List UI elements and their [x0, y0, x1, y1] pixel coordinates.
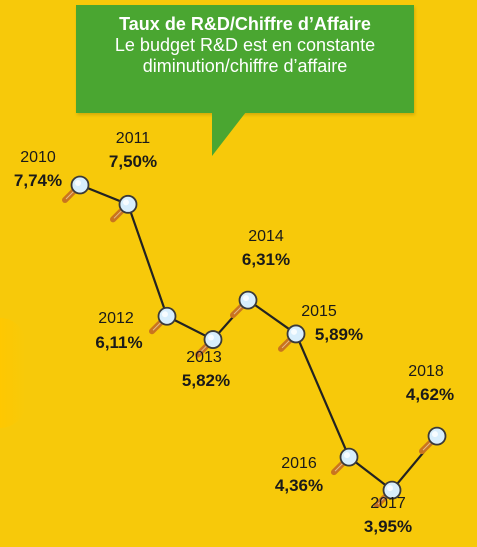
year-label: 2012 [98, 310, 134, 327]
year-label: 2013 [186, 349, 222, 366]
value-label: 4,36% [275, 476, 323, 495]
year-label: 2017 [370, 495, 406, 512]
callout-tail [212, 112, 246, 156]
chart-title: Taux de R&D/Chiffre d’Affaire [119, 14, 371, 34]
value-label: 5,89% [315, 325, 363, 344]
magnifier-handle-highlight [334, 462, 344, 472]
year-label: 2010 [20, 149, 56, 166]
year-label: 2018 [408, 363, 444, 380]
magnifier-shine [208, 334, 214, 341]
value-label: 7,50% [109, 152, 157, 171]
magnifier-shine [75, 180, 81, 186]
magnifier-handle-highlight [198, 345, 208, 354]
magnifier-shine [162, 311, 168, 318]
magnifier-handle-highlight [281, 339, 291, 349]
magnifier-shine [432, 431, 438, 438]
magnifier-handle-highlight [113, 209, 123, 219]
magnifier-shine [123, 199, 129, 206]
value-label: 4,62% [406, 385, 454, 404]
magnifier-handle-highlight [65, 190, 75, 200]
background-glow [0, 318, 26, 428]
value-label: 6,11% [95, 333, 142, 352]
year-label: 2015 [301, 303, 337, 320]
callout-box: Taux de R&D/Chiffre d’Affaire Le budget … [76, 5, 414, 113]
magnifier-handle-highlight [422, 441, 432, 451]
magnifier-shine [344, 452, 350, 459]
magnifier-shine [387, 485, 393, 492]
value-label: 5,82% [182, 371, 230, 390]
year-label: 2014 [248, 228, 284, 245]
magnifier-handle-highlight [377, 495, 387, 505]
value-label: 6,31% [242, 250, 290, 269]
value-label: 3,95% [364, 517, 412, 536]
chart-subtitle: Le budget R&D est en constante diminutio… [114, 35, 376, 76]
year-label: 2011 [116, 130, 151, 147]
magnifier-handle-highlight [233, 305, 243, 315]
year-label: 2016 [281, 455, 317, 472]
value-label: 7,74% [14, 171, 62, 190]
magnifier-shine [243, 295, 249, 302]
magnifier-shine [291, 328, 297, 335]
magnifier-handle-highlight [152, 321, 162, 331]
